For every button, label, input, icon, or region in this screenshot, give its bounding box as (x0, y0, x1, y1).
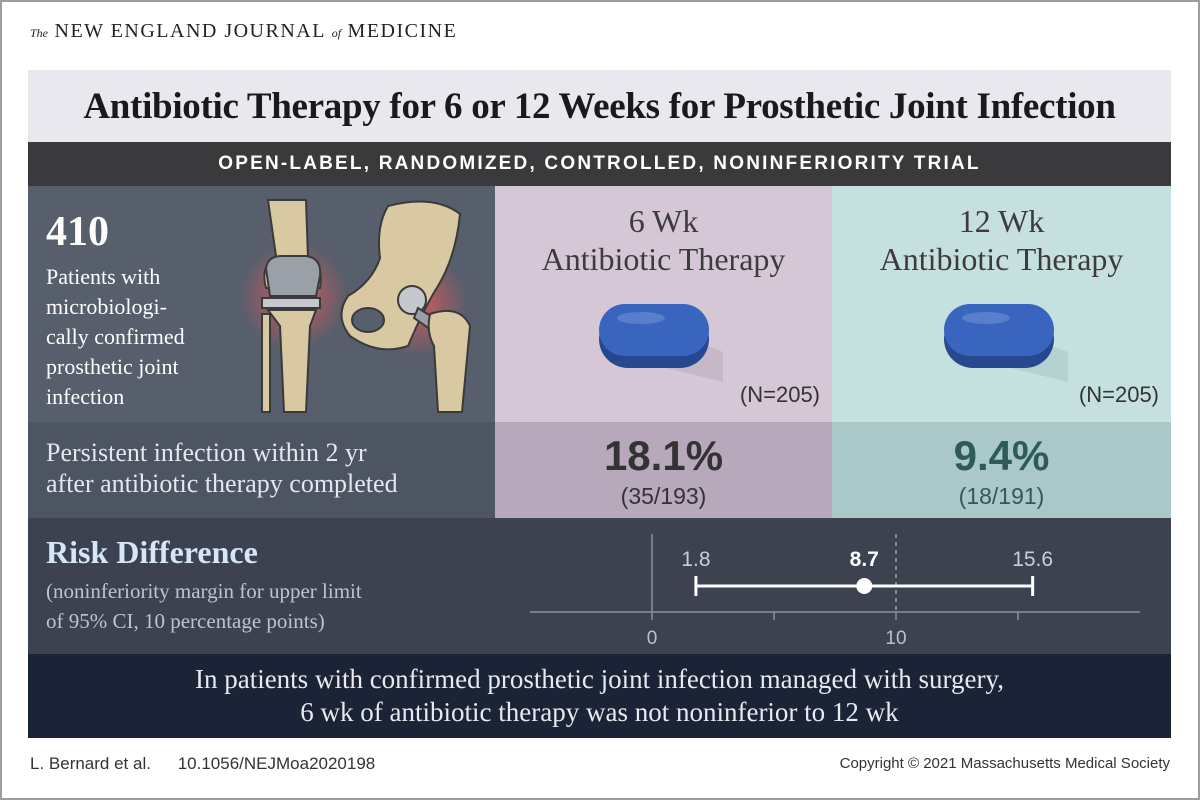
arm-12wk-rate: 9.4% (953, 432, 1050, 479)
patient-count: 410 (46, 209, 109, 255)
tibial-tray-icon (261, 297, 321, 309)
arm-12wk-title-line2: Antibiotic Therapy (879, 241, 1124, 277)
outcome-line2: after antibiotic therapy completed (46, 469, 398, 498)
risk-difference-title: Risk Difference (46, 534, 258, 570)
patient-desc-line: Patients with (46, 264, 161, 289)
trial-type-label: OPEN-LABEL, RANDOMIZED, CONTROLLED, NONI… (218, 153, 981, 174)
arm-6wk-rate: 18.1% (603, 432, 724, 479)
knee-implant-icon (264, 255, 322, 297)
fibula-icon (261, 313, 271, 413)
conclusion-line1: In patients with confirmed prosthetic jo… (194, 664, 1005, 694)
risk-difference-plot: 0 10 1.8 8.7 15.6 (530, 534, 1140, 649)
doi-link[interactable]: 10.1056/NEJMoa2020198 (177, 754, 376, 773)
tibia-icon (266, 309, 318, 413)
copyright: Copyright © 2021 Massachusetts Medical S… (839, 755, 1170, 772)
masthead-the: The (30, 26, 48, 40)
patient-desc-line: microbiologi- (46, 294, 167, 319)
x-axis-tick-label: 0 (647, 628, 658, 649)
patient-description: Patients with microbiologi- cally confir… (46, 262, 246, 412)
patient-desc-line: prosthetic joint (46, 354, 179, 379)
hip-femur-icon (427, 310, 472, 413)
conclusion-line2: 6 wk of antibiotic therapy was not nonin… (300, 697, 899, 727)
arm-12wk-result-panel: 9.4% (18/191) (832, 422, 1171, 518)
ci-upper-label: 15.6 (1012, 548, 1053, 571)
page-title: Antibiotic Therapy for 6 or 12 Weeks for… (83, 85, 1116, 127)
trial-type-bar: OPEN-LABEL, RANDOMIZED, CONTROLLED, NONI… (28, 142, 1171, 186)
arm-12wk-n: (N=205) (1078, 382, 1159, 407)
point-estimate-marker (856, 578, 873, 594)
citation: L. Bernard et al. 10.1056/NEJMoa2020198 (30, 754, 375, 774)
title-bar: Antibiotic Therapy for 6 or 12 Weeks for… (28, 70, 1171, 142)
arm-12wk-title-line1: 12 Wk (958, 203, 1045, 239)
authors: L. Bernard et al. (30, 754, 151, 773)
pill-icon (599, 304, 723, 382)
arm-12wk-title: 12 Wk Antibiotic Therapy (832, 202, 1171, 278)
arm-6wk-panel: 6 Wk Antibiotic Therapy (N=205) (495, 186, 832, 422)
outcome-label: Persistent infection within 2 yr after a… (46, 437, 486, 499)
hip-implant-icon (397, 285, 427, 315)
arm-6wk-n: (N=205) (739, 382, 820, 407)
masthead-of: of (331, 26, 342, 40)
outcome-label-panel (28, 422, 495, 518)
risk-difference-sub-line2: of 95% CI, 10 percentage points) (46, 609, 325, 633)
point-estimate-label: 8.7 (850, 548, 879, 571)
masthead-tail: MEDICINE (347, 20, 458, 42)
outcome-line1: Persistent infection within 2 yr (46, 438, 367, 467)
x-axis-tick-label: 10 (885, 628, 906, 649)
conclusion-panel: In patients with confirmed prosthetic jo… (28, 654, 1171, 738)
pill-icon (944, 304, 1068, 382)
arm-12wk-fraction: (18/191) (958, 483, 1045, 509)
joint-illustration (240, 199, 472, 413)
arm-12wk-panel: 12 Wk Antibiotic Therapy (N=205) (832, 186, 1171, 422)
obturator-icon (351, 307, 385, 333)
arm-6wk-title-line2: Antibiotic Therapy (541, 241, 786, 277)
arm-6wk-title: 6 Wk Antibiotic Therapy (495, 202, 832, 278)
journal-masthead: The NEW ENGLAND JOURNAL of MEDICINE (30, 20, 457, 43)
arm-6wk-title-line1: 6 Wk (628, 203, 699, 239)
arm-6wk-fraction: (35/193) (620, 483, 707, 509)
risk-difference-sub-line1: (noninferiority margin for upper limit (46, 579, 362, 603)
patient-desc-line: cally confirmed (46, 324, 185, 349)
arm-6wk-result-panel: 18.1% (35/193) (495, 422, 832, 518)
ci-lower-label: 1.8 (681, 548, 710, 571)
patient-desc-line: infection (46, 384, 125, 409)
masthead-main: NEW ENGLAND JOURNAL (54, 20, 326, 42)
risk-difference-subtitle: (noninferiority margin for upper limit o… (46, 576, 506, 636)
